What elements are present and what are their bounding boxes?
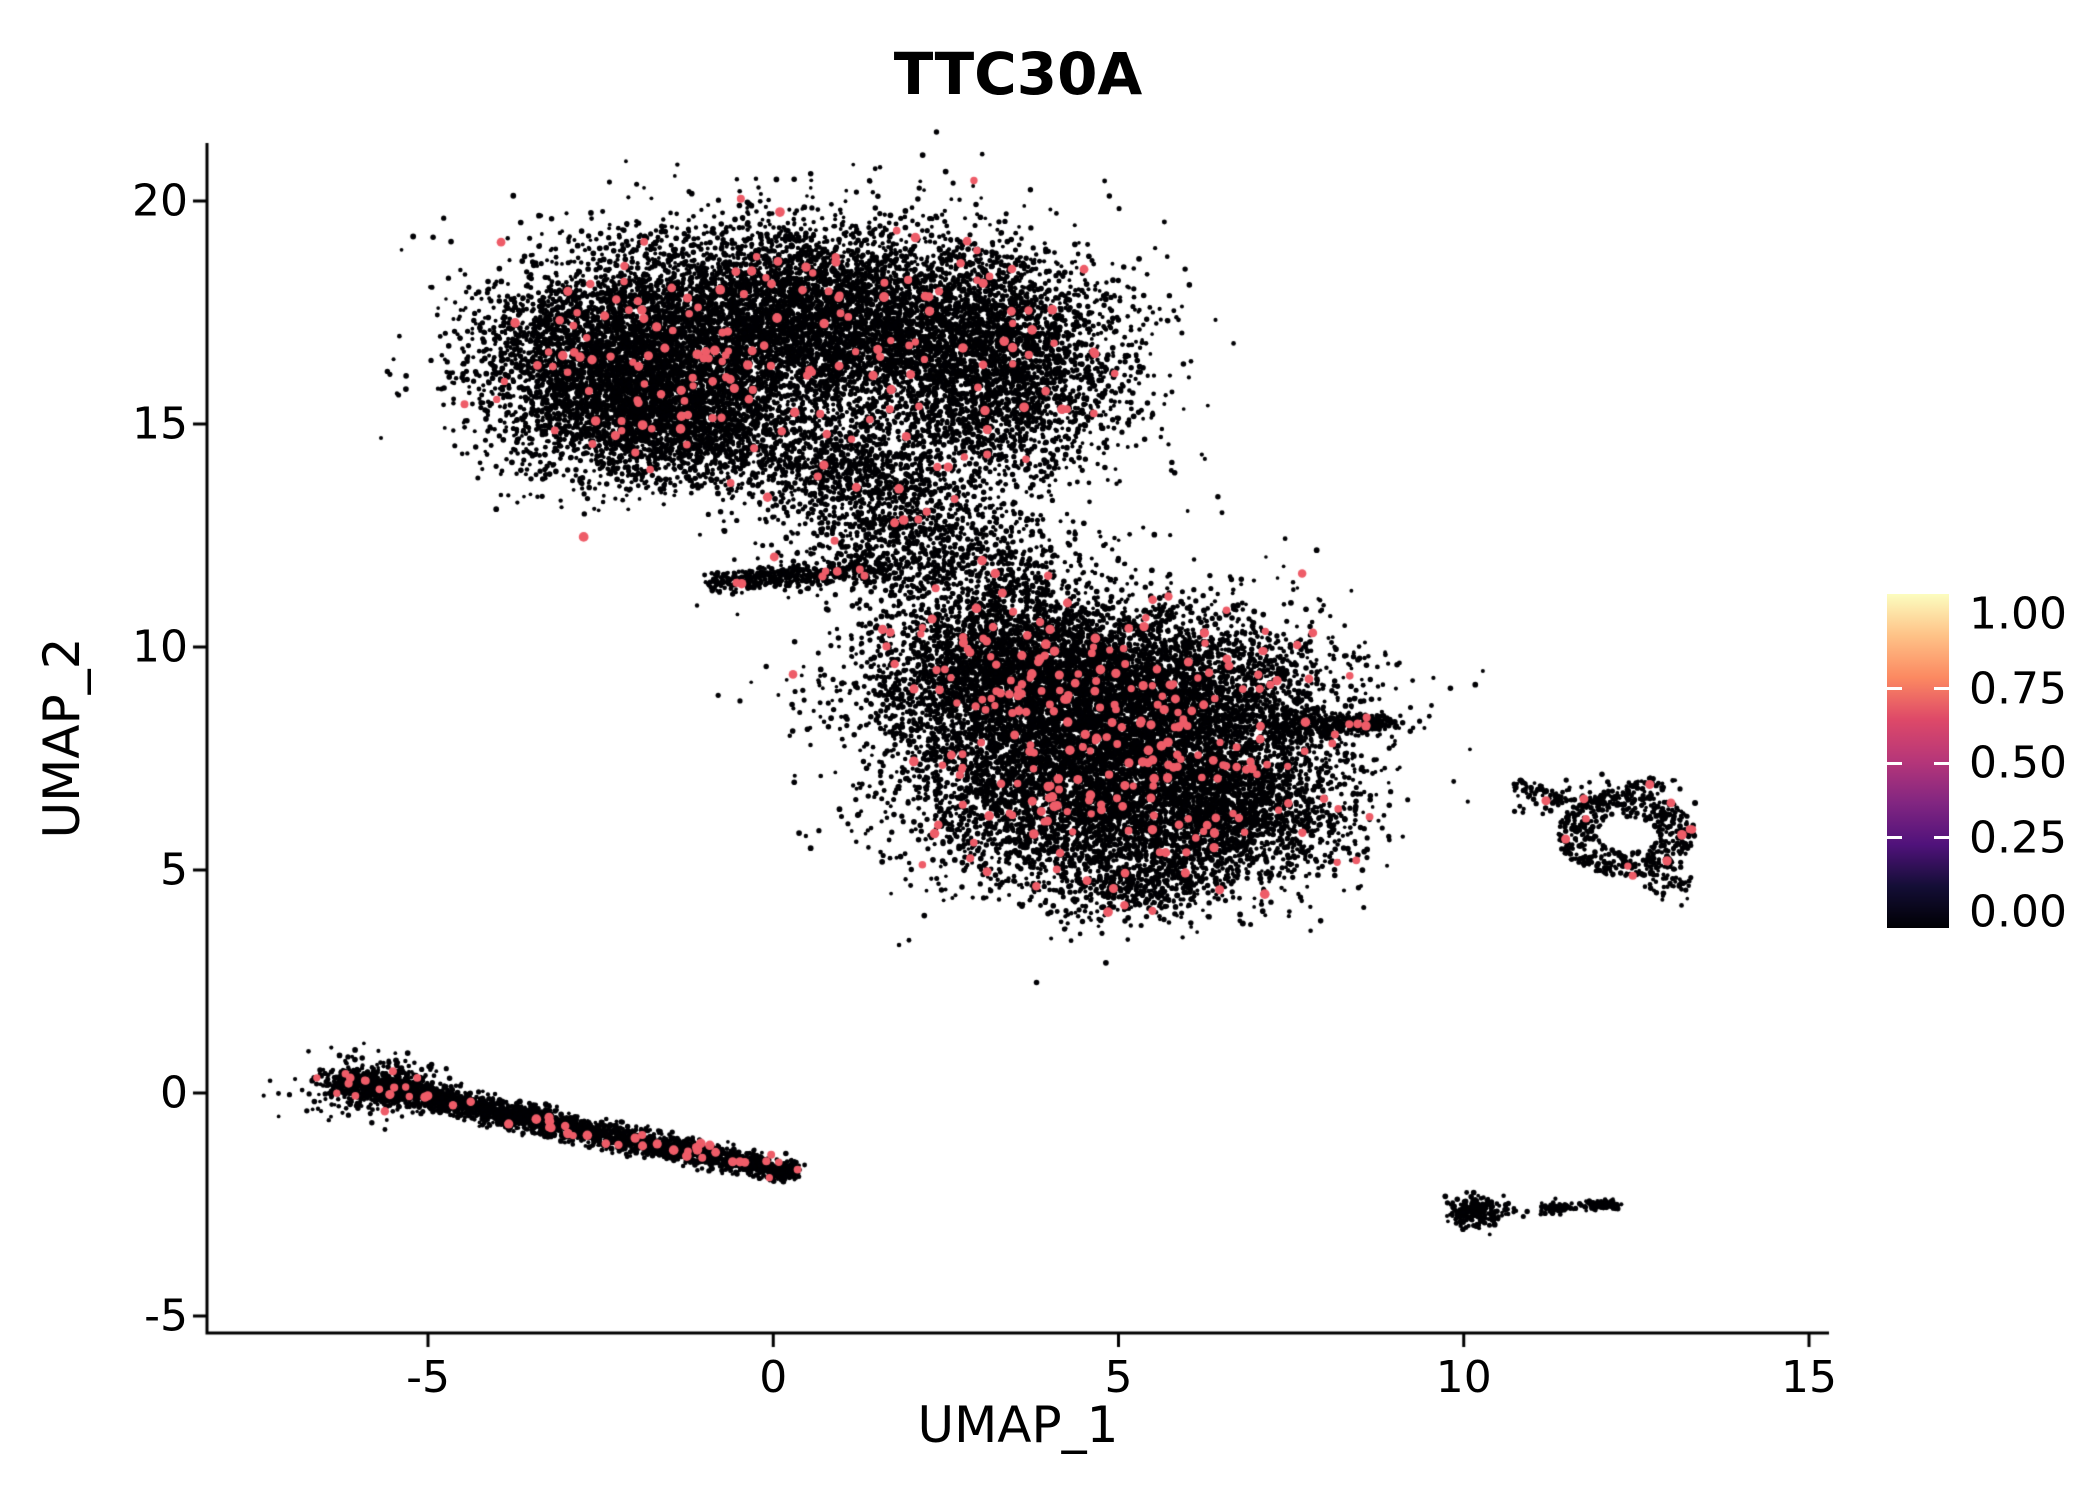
x-tick-label: 0 <box>759 1352 788 1403</box>
colorbar-tick <box>1934 836 1949 839</box>
y-tick-label: 0 <box>160 1067 188 1119</box>
x-tick-label: 10 <box>1435 1352 1492 1403</box>
y-tick-label: -5 <box>144 1290 188 1342</box>
colorbar-label: 1.00 <box>1969 588 2067 640</box>
y-tick-label: 5 <box>160 844 188 896</box>
x-tick-label: 15 <box>1781 1352 1837 1403</box>
x-tick-label: 5 <box>1104 1352 1133 1403</box>
colorbar-label: 0.75 <box>1969 663 2067 714</box>
colorbar-gradient <box>1887 594 1949 928</box>
x-axis-label: UMAP_1 <box>917 1396 1119 1454</box>
colorbar-tick <box>1887 836 1902 839</box>
x-tick-label: -5 <box>406 1352 450 1403</box>
colorbar-label: 0.50 <box>1969 737 2067 789</box>
colorbar-tick <box>1934 687 1949 690</box>
y-tick-label: 20 <box>132 175 188 227</box>
colorbar-label: 0.00 <box>1969 886 2067 938</box>
y-tick-label: 15 <box>132 398 188 450</box>
colorbar-tick <box>1887 761 1902 765</box>
colorbar-tick <box>1934 761 1949 765</box>
colorbar-tick <box>1887 687 1902 690</box>
colorbar-label: 0.25 <box>1969 812 2067 863</box>
y-tick-label: 10 <box>132 621 188 673</box>
plot-title: TTC30A <box>893 40 1143 108</box>
